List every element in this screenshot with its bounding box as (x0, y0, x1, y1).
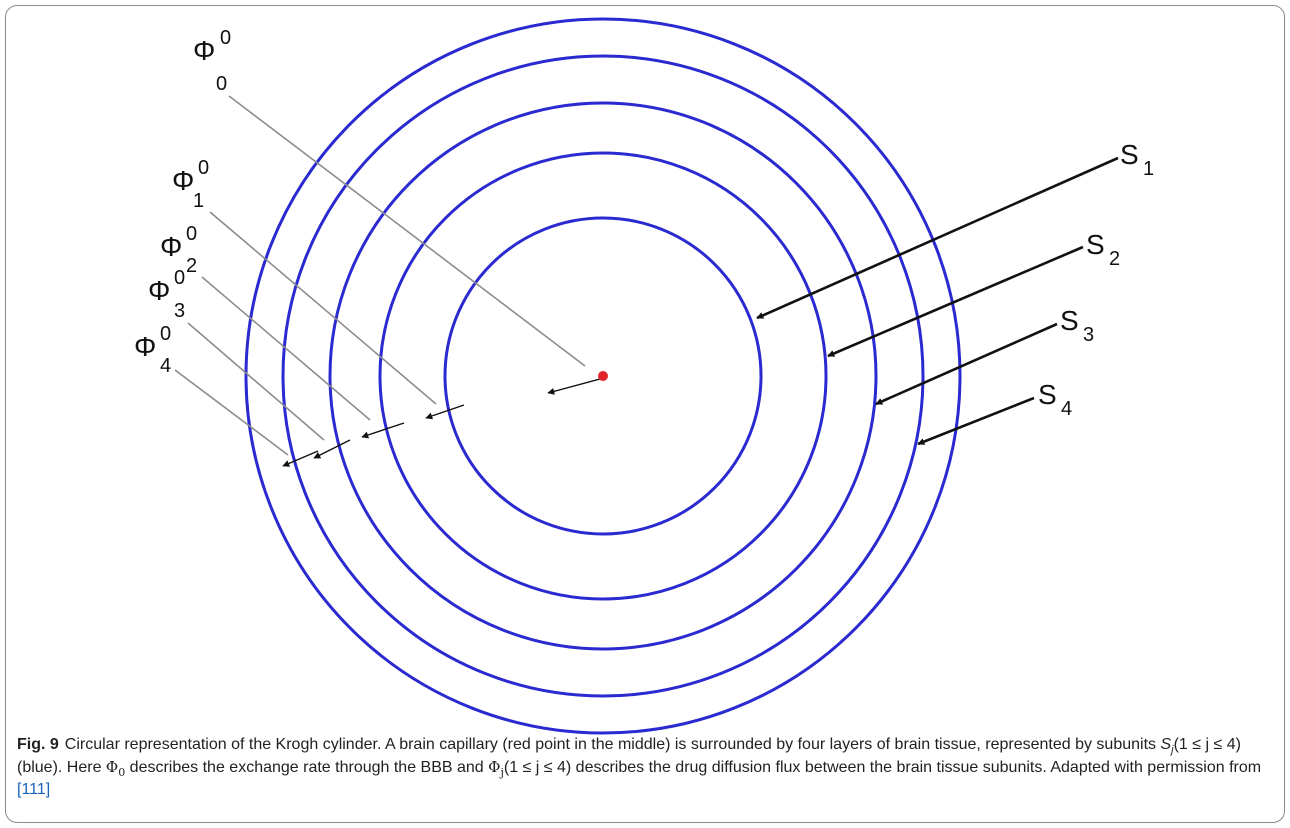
reference-link[interactable]: [111] (17, 781, 51, 798)
s-arrow-1 (756, 156, 1119, 320)
s-arrow-2 (827, 245, 1084, 358)
subunit-range: (1 ≤ j ≤ 4) (1173, 736, 1241, 753)
flux-arrows (282, 156, 1119, 467)
phi-label-3: Φ 0 3 (148, 267, 185, 322)
phi-leader-0 (228, 95, 586, 367)
s-arrow-4 (917, 396, 1035, 446)
svg-text:3: 3 (1083, 324, 1094, 346)
svg-text:Φ: Φ (160, 231, 182, 262)
svg-text:0: 0 (198, 157, 209, 179)
flux-range: (1 ≤ j ≤ 4) (503, 759, 572, 776)
svg-text:Φ: Φ (172, 165, 194, 196)
svg-text:0: 0 (220, 27, 231, 49)
svg-text:4: 4 (160, 355, 171, 377)
krogh-cylinder-diagram: Φ 0 0 Φ 0 1 Φ 0 2 Φ 0 3 Φ 0 4 S 1 (134, 17, 1154, 735)
phi-leader-2 (201, 276, 371, 421)
s-label-2: S 2 (1086, 229, 1120, 270)
phi-leader-lines (174, 95, 586, 456)
phi-label-4: Φ 0 4 (134, 323, 171, 377)
ring-3 (281, 54, 925, 698)
phij-symbol: Φ (488, 758, 501, 776)
caption-text-4: describes the drug diffusion flux betwee… (571, 759, 1262, 776)
phi-leader-3 (187, 322, 325, 441)
svg-text:3: 3 (174, 300, 185, 322)
phi-arrow-4 (282, 450, 319, 467)
tissue-rings (244, 17, 962, 735)
ring-0 (443, 216, 763, 536)
svg-text:Φ: Φ (148, 275, 170, 306)
svg-text:S: S (1120, 139, 1139, 170)
svg-text:S: S (1086, 229, 1105, 260)
svg-text:2: 2 (186, 255, 197, 277)
svg-text:1: 1 (193, 190, 204, 212)
subunit-symbol: S (1160, 736, 1172, 753)
caption-text-1: Circular representation of the Krogh cyl… (64, 736, 1161, 753)
figure-frame (5, 5, 1285, 823)
s-arrow-3 (875, 322, 1058, 406)
s-label-1: S 1 (1120, 139, 1154, 180)
phi-arrow-2 (361, 422, 405, 439)
ring-4 (244, 17, 962, 735)
svg-text:0: 0 (186, 223, 197, 245)
phi-labels: Φ 0 0 Φ 0 1 Φ 0 2 Φ 0 3 Φ 0 4 (134, 27, 231, 377)
phi-arrow-3 (313, 439, 351, 459)
svg-text:0: 0 (174, 267, 185, 289)
phi-leader-1 (209, 211, 437, 405)
capillary-point (598, 371, 608, 381)
ring-1 (378, 151, 828, 601)
svg-text:S: S (1060, 305, 1079, 336)
svg-text:2: 2 (1109, 248, 1120, 270)
phi-leader-4 (174, 369, 289, 456)
phi-label-1: Φ 0 1 (172, 157, 209, 212)
figure-number: Fig. 9 (17, 736, 59, 753)
phi-label-0: Φ 0 0 (193, 27, 231, 95)
phi-arrow-0 (547, 378, 601, 395)
svg-text:Φ: Φ (193, 35, 215, 66)
s-labels: S 1 S 2 S 3 S 4 (1038, 139, 1154, 420)
svg-text:0: 0 (160, 323, 171, 345)
svg-text:S: S (1038, 379, 1057, 410)
svg-text:4: 4 (1061, 398, 1072, 420)
phi-arrow-1 (425, 404, 465, 420)
s-label-3: S 3 (1060, 305, 1094, 346)
s-label-4: S 4 (1038, 379, 1072, 420)
phi0-symbol: Φ (105, 758, 119, 776)
phij-index: j (500, 766, 504, 779)
caption-text-2: (blue). Here (17, 759, 106, 776)
ring-2 (328, 101, 878, 651)
figure-caption: Fig. 9 Circular representation of the Kro… (17, 734, 1267, 801)
phi-label-2: Φ 0 2 (160, 223, 197, 277)
svg-text:Φ: Φ (134, 331, 156, 362)
phi0-index: 0 (118, 766, 126, 779)
caption-text-3: describes the exchange rate through the … (125, 759, 489, 776)
subunit-index: j (1171, 744, 1174, 757)
svg-text:0: 0 (216, 73, 227, 95)
svg-text:1: 1 (1143, 158, 1154, 180)
